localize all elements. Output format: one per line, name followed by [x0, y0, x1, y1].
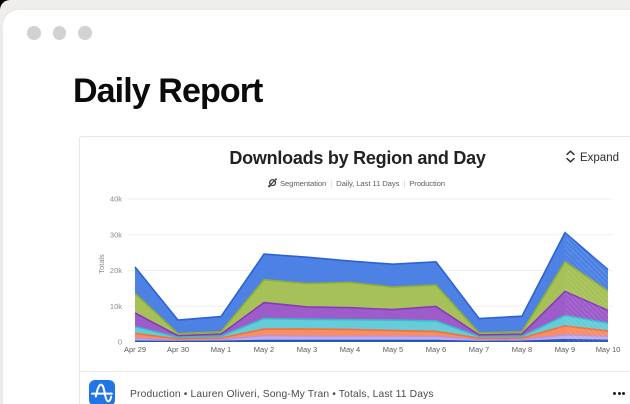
svg-text:20k: 20k [110, 266, 122, 275]
svg-text:Apr 29: Apr 29 [124, 345, 146, 354]
svg-text:May 1: May 1 [211, 345, 231, 354]
svg-text:10k: 10k [110, 302, 122, 311]
svg-text:May 6: May 6 [426, 345, 446, 354]
svg-text:0: 0 [118, 338, 122, 347]
svg-text:30k: 30k [110, 230, 122, 239]
svg-text:May 4: May 4 [340, 345, 360, 354]
svg-text:May 8: May 8 [512, 345, 532, 354]
svg-text:May 10: May 10 [596, 345, 621, 354]
svg-text:May 3: May 3 [297, 345, 317, 354]
svg-text:Apr 30: Apr 30 [167, 345, 189, 354]
svg-text:May 9: May 9 [555, 345, 575, 354]
svg-text:40k: 40k [110, 195, 122, 204]
svg-text:May 5: May 5 [383, 345, 403, 354]
svg-text:May 7: May 7 [469, 345, 489, 354]
svg-text:Totals: Totals [97, 254, 106, 274]
svg-text:May 2: May 2 [254, 345, 274, 354]
